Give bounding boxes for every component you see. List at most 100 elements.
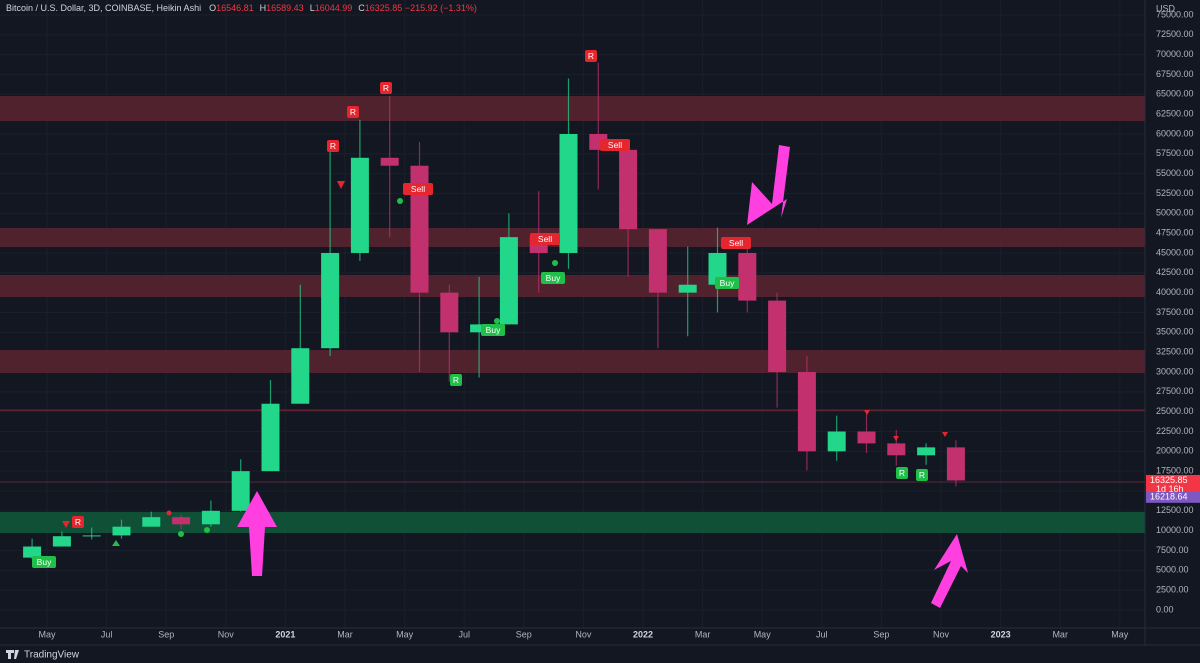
y-tick-label: 47500.00 bbox=[1156, 228, 1194, 238]
signals: Buy R R R R Sell R Buy Sell Buy R Sell Sell Buy R R bbox=[32, 50, 928, 568]
signal-box bbox=[541, 272, 565, 284]
signal-label: R bbox=[75, 517, 81, 527]
y-axis: 0.00 2500.00 5000.00 7500.00 10000.00 12500.0… bbox=[1146, 9, 1200, 614]
candle-body bbox=[857, 431, 876, 444]
price-tag-label: 16218.64 bbox=[1150, 492, 1188, 502]
candle-body bbox=[917, 447, 936, 456]
signal-label: Buy bbox=[546, 273, 561, 283]
candle-body bbox=[559, 133, 578, 253]
zone bbox=[0, 95, 1145, 121]
signal-label: Buy bbox=[486, 325, 501, 335]
x-tick-label: Sep bbox=[516, 629, 532, 639]
arrow bbox=[931, 534, 968, 608]
signal-box bbox=[327, 140, 339, 152]
marker bbox=[166, 510, 172, 516]
signal-box bbox=[600, 139, 630, 151]
ohlc-label: C bbox=[358, 3, 365, 13]
candle-body bbox=[261, 403, 280, 472]
signal-label: Sell bbox=[729, 238, 743, 248]
candle-body bbox=[82, 535, 101, 537]
signal-box bbox=[72, 516, 84, 528]
signal-label: Sell bbox=[411, 184, 425, 194]
signal-label: Buy bbox=[37, 557, 52, 567]
candle-body bbox=[321, 252, 340, 349]
zone bbox=[0, 274, 1145, 298]
candle-body bbox=[648, 229, 667, 293]
y-tick-label: 52500.00 bbox=[1156, 188, 1194, 198]
x-tick-label: 2023 bbox=[991, 629, 1011, 639]
y-tick-label: 55000.00 bbox=[1156, 168, 1194, 178]
candles bbox=[23, 62, 965, 560]
candle-body bbox=[350, 157, 369, 253]
price-tag bbox=[1146, 474, 1200, 495]
arrows bbox=[237, 145, 968, 608]
x-tick-label: Jul bbox=[101, 629, 113, 639]
countdown: 1d 16h bbox=[1156, 484, 1184, 494]
y-tick-label: 7500.00 bbox=[1156, 545, 1189, 555]
x-tick-label: Sep bbox=[873, 629, 889, 639]
signal-box bbox=[403, 183, 433, 195]
signal-box bbox=[721, 237, 751, 249]
signal-label: Sell bbox=[608, 140, 622, 150]
candle-body bbox=[946, 447, 965, 481]
zone bbox=[0, 349, 1145, 373]
arrow bbox=[747, 145, 790, 225]
candle-body bbox=[678, 284, 697, 293]
y-tick-label: 75000.00 bbox=[1156, 9, 1194, 19]
price-tag bbox=[1146, 491, 1200, 503]
x-tick-label: May bbox=[38, 629, 56, 639]
candle-body bbox=[231, 471, 250, 511]
y-tick-label: 2500.00 bbox=[1156, 585, 1189, 595]
price-tag-label: 16325.85 bbox=[1150, 475, 1188, 485]
candle-body bbox=[827, 431, 846, 452]
brand: TradingView bbox=[24, 650, 80, 661]
signal-box bbox=[715, 277, 739, 289]
y-tick-label: 32500.00 bbox=[1156, 347, 1194, 357]
signal-label: R bbox=[899, 468, 905, 478]
marker bbox=[397, 198, 403, 204]
candle-body bbox=[142, 517, 161, 527]
candle-body bbox=[112, 526, 131, 536]
x-tick-label: 2021 bbox=[275, 629, 295, 639]
marker bbox=[864, 410, 870, 415]
marker bbox=[942, 432, 948, 437]
signal-box bbox=[481, 324, 505, 336]
signal-label: R bbox=[453, 375, 459, 385]
x-tick-label: Jul bbox=[458, 629, 470, 639]
y-tick-label: 17500.00 bbox=[1156, 466, 1194, 476]
signal-box bbox=[530, 233, 560, 245]
marker bbox=[552, 260, 558, 266]
y-tick-label: 20000.00 bbox=[1156, 446, 1194, 456]
ohlc-value: 16044.99 bbox=[315, 3, 353, 13]
zone bbox=[0, 512, 1145, 534]
marker bbox=[494, 318, 500, 324]
y-tick-label: 30000.00 bbox=[1156, 366, 1194, 376]
candle-body bbox=[708, 252, 727, 285]
x-axis: May Jul Sep Nov 2021 Mar May Jul Sep Nov 2022 Mar Ma… bbox=[38, 629, 1128, 639]
candle-body bbox=[499, 237, 518, 325]
candle-body bbox=[380, 157, 399, 166]
marker bbox=[204, 527, 210, 533]
signal-label: R bbox=[588, 51, 594, 61]
marker bbox=[62, 521, 70, 528]
marker bbox=[893, 436, 899, 441]
y-tick-label: 42500.00 bbox=[1156, 267, 1194, 277]
y-tick-label: 27500.00 bbox=[1156, 386, 1194, 396]
candle-body bbox=[470, 324, 489, 333]
candle-body bbox=[797, 371, 816, 452]
x-tick-label: Nov bbox=[933, 629, 950, 639]
y-tick-label: 0.00 bbox=[1156, 604, 1174, 614]
candle-body bbox=[768, 300, 787, 372]
y-tick-label: 72500.00 bbox=[1156, 29, 1194, 39]
y-unit: USD bbox=[1156, 3, 1176, 13]
x-tick-label: May bbox=[396, 629, 414, 639]
signal-label: Buy bbox=[720, 278, 735, 288]
signal-label: R bbox=[919, 470, 925, 480]
signal-box bbox=[916, 469, 928, 481]
price-axis bbox=[1145, 0, 1200, 645]
ohlc-value: 16325.85 bbox=[365, 3, 403, 13]
candle-body bbox=[619, 149, 638, 230]
y-tick-label: 65000.00 bbox=[1156, 89, 1194, 99]
signal-label: R bbox=[383, 83, 389, 93]
y-tick-label: 50000.00 bbox=[1156, 208, 1194, 218]
